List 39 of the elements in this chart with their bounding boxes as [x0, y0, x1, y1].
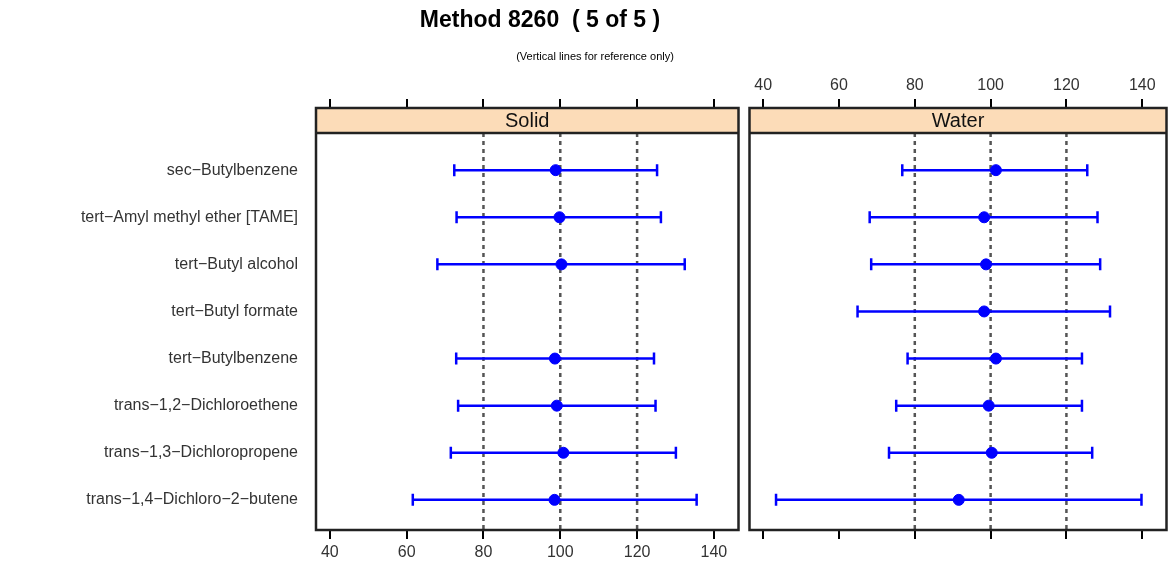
- y-tick-label: tert−Amyl methyl ether [TAME]: [80, 207, 298, 225]
- x-tick-label: 40: [320, 543, 339, 561]
- y-tick-label: tert−Butyl formate: [171, 301, 299, 319]
- point: [548, 352, 561, 365]
- point: [555, 258, 568, 271]
- text: Method 8260 ( 5 of 5 ): [418, 6, 662, 33]
- x-tick-label: 120: [1053, 75, 1080, 93]
- y-tick-label: tert−Butyl alcohol: [174, 254, 298, 272]
- x-tick-label: 120: [623, 543, 651, 561]
- y-tick-label: sec−Butylbenzene: [166, 160, 299, 178]
- x-tick-label: 100: [546, 543, 574, 561]
- x-tick-label: 80: [905, 75, 924, 93]
- text: (Vertical lines for reference only): [515, 50, 675, 62]
- point: [549, 164, 562, 177]
- point: [557, 446, 570, 459]
- point: [952, 493, 965, 506]
- point: [989, 164, 1002, 177]
- point: [553, 211, 566, 224]
- chart-title: Water: [931, 109, 985, 132]
- point: [978, 305, 991, 318]
- point: [982, 399, 995, 412]
- x-tick-label: 40: [754, 75, 773, 93]
- x-tick-label: 60: [830, 75, 848, 93]
- point: [978, 211, 991, 224]
- x-tick-label: 140: [1128, 75, 1156, 93]
- point: [985, 446, 998, 459]
- x-tick-label: 60: [397, 543, 416, 561]
- y-tick-label: trans−1,3−Dichloropropene: [104, 443, 299, 461]
- chart-title: Solid: [505, 109, 550, 132]
- y-tick-label: tert−Butylbenzene: [168, 348, 299, 366]
- point: [989, 352, 1002, 365]
- x-tick-label: 140: [700, 543, 728, 561]
- y-tick-label: trans−1,2−Dichloroethene: [113, 396, 299, 414]
- point: [980, 258, 993, 271]
- x-tick-label: 100: [977, 75, 1005, 93]
- point: [550, 399, 563, 412]
- y-tick-label: trans−1,4−Dichloro−2−butene: [86, 490, 299, 508]
- x-tick-label: 80: [474, 543, 493, 561]
- point: [548, 493, 561, 506]
